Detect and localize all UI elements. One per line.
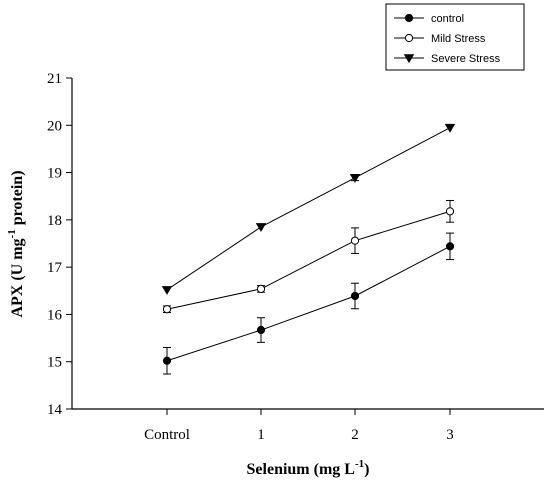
data-point bbox=[255, 223, 267, 233]
series-line bbox=[166, 210, 451, 310]
x-axis-title-main: Selenium (mg L bbox=[247, 461, 355, 478]
series-line bbox=[166, 245, 451, 362]
series-layer bbox=[161, 123, 456, 375]
y-axis-ticks: 14 15 16 17 18 19 20 21 bbox=[47, 71, 72, 418]
y-axis-title-tail: protein) bbox=[9, 170, 26, 229]
y-axis-title-main: APX (U mg bbox=[9, 238, 26, 317]
y-tick-label: 19 bbox=[47, 166, 62, 182]
legend-items: control Mild Stress Severe Stress bbox=[394, 13, 501, 65]
legend-item: Mild Stress bbox=[394, 33, 486, 45]
data-point bbox=[445, 207, 455, 216]
data-point bbox=[349, 173, 361, 183]
series-mild-stress bbox=[162, 199, 455, 314]
x-tick-label: Control bbox=[144, 427, 190, 443]
x-tick-label: 2 bbox=[351, 427, 359, 443]
data-point bbox=[444, 123, 456, 133]
data-point bbox=[350, 236, 360, 245]
y-axis-title-sup: -1 bbox=[6, 229, 18, 238]
legend-marker bbox=[404, 33, 414, 43]
y-tick-label: 16 bbox=[47, 307, 63, 323]
legend: control Mild Stress Severe Stress bbox=[385, 3, 525, 71]
y-tick-label: 21 bbox=[47, 71, 62, 87]
x-axis-title-sup: -1 bbox=[355, 458, 364, 470]
data-point bbox=[162, 356, 172, 365]
series-control bbox=[162, 232, 455, 375]
data-point bbox=[162, 305, 172, 314]
x-tick-label: 3 bbox=[446, 427, 454, 443]
legend-label: Mild Stress bbox=[431, 33, 486, 45]
x-axis-ticks: Control 1 2 3 bbox=[144, 409, 454, 443]
data-point bbox=[445, 242, 455, 251]
axes bbox=[71, 78, 544, 410]
y-axis-title: APX (U mg-1 protein) bbox=[6, 170, 26, 317]
series-severe-stress bbox=[161, 123, 456, 295]
legend-item: Severe Stress bbox=[394, 53, 501, 65]
legend-marker bbox=[403, 54, 415, 64]
data-point bbox=[350, 291, 360, 301]
y-tick-label: 14 bbox=[47, 402, 63, 418]
data-point bbox=[256, 284, 266, 293]
x-axis-title-tail: ) bbox=[364, 461, 369, 478]
y-tick-label: 17 bbox=[47, 260, 63, 276]
data-point bbox=[256, 325, 266, 335]
data-point bbox=[161, 286, 173, 295]
series-line bbox=[166, 127, 451, 291]
x-axis-title: Selenium (mg L-1) bbox=[247, 458, 370, 478]
legend-item: control bbox=[394, 13, 464, 25]
legend-marker bbox=[404, 13, 414, 23]
y-tick-label: 18 bbox=[47, 213, 62, 229]
y-tick-label: 20 bbox=[47, 118, 62, 134]
x-tick-label: 1 bbox=[257, 427, 265, 443]
legend-label: control bbox=[431, 13, 464, 25]
legend-label: Severe Stress bbox=[431, 53, 501, 65]
y-tick-label: 15 bbox=[47, 355, 62, 371]
